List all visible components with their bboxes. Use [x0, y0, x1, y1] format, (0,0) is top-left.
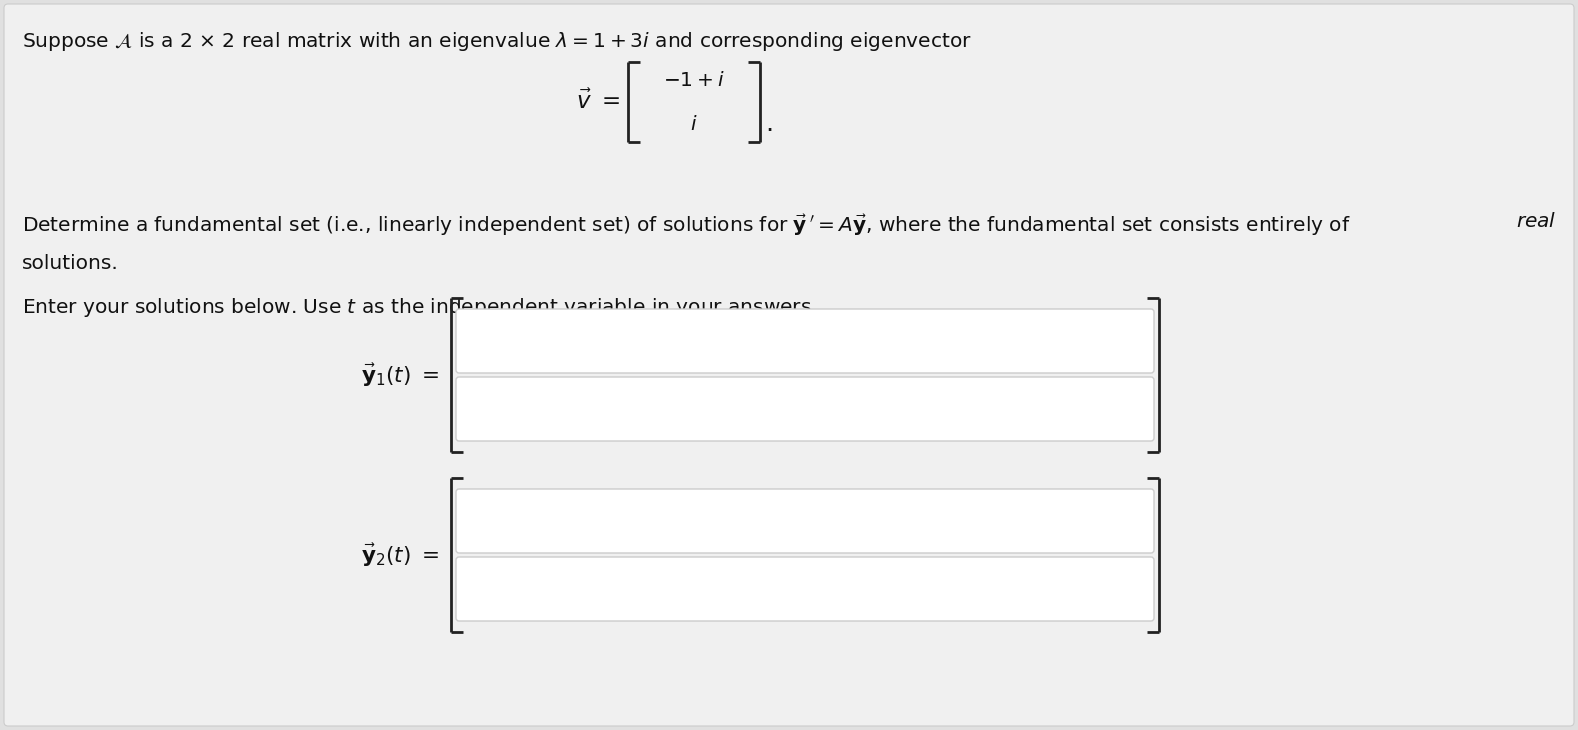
Text: $-1+i$: $-1+i$: [663, 71, 724, 90]
Text: Suppose $\mathcal{A}$ is a 2 $\times$ 2 real matrix with an eigenvalue $\lambda : Suppose $\mathcal{A}$ is a 2 $\times$ 2 …: [22, 30, 972, 53]
FancyBboxPatch shape: [5, 4, 1573, 726]
Text: $\vec{\mathbf{y}}_1(t)\ =$: $\vec{\mathbf{y}}_1(t)\ =$: [361, 361, 440, 388]
Text: $\vec{\mathbf{y}}_2(t)\ =$: $\vec{\mathbf{y}}_2(t)\ =$: [361, 542, 440, 569]
FancyBboxPatch shape: [456, 377, 1154, 441]
FancyBboxPatch shape: [456, 489, 1154, 553]
Text: $\mathit{real}$: $\mathit{real}$: [1515, 212, 1556, 231]
FancyBboxPatch shape: [456, 557, 1154, 621]
Text: $i$: $i$: [690, 115, 697, 134]
Text: .: .: [765, 111, 773, 137]
Text: Enter your solutions below. Use $t$ as the independent variable in your answers.: Enter your solutions below. Use $t$ as t…: [22, 296, 817, 319]
Text: $\vec{v}\ =$: $\vec{v}\ =$: [576, 90, 620, 114]
FancyBboxPatch shape: [456, 309, 1154, 373]
Text: solutions.: solutions.: [22, 254, 118, 273]
Text: Determine a fundamental set (i.e., linearly independent set) of solutions for $\: Determine a fundamental set (i.e., linea…: [22, 212, 1351, 237]
